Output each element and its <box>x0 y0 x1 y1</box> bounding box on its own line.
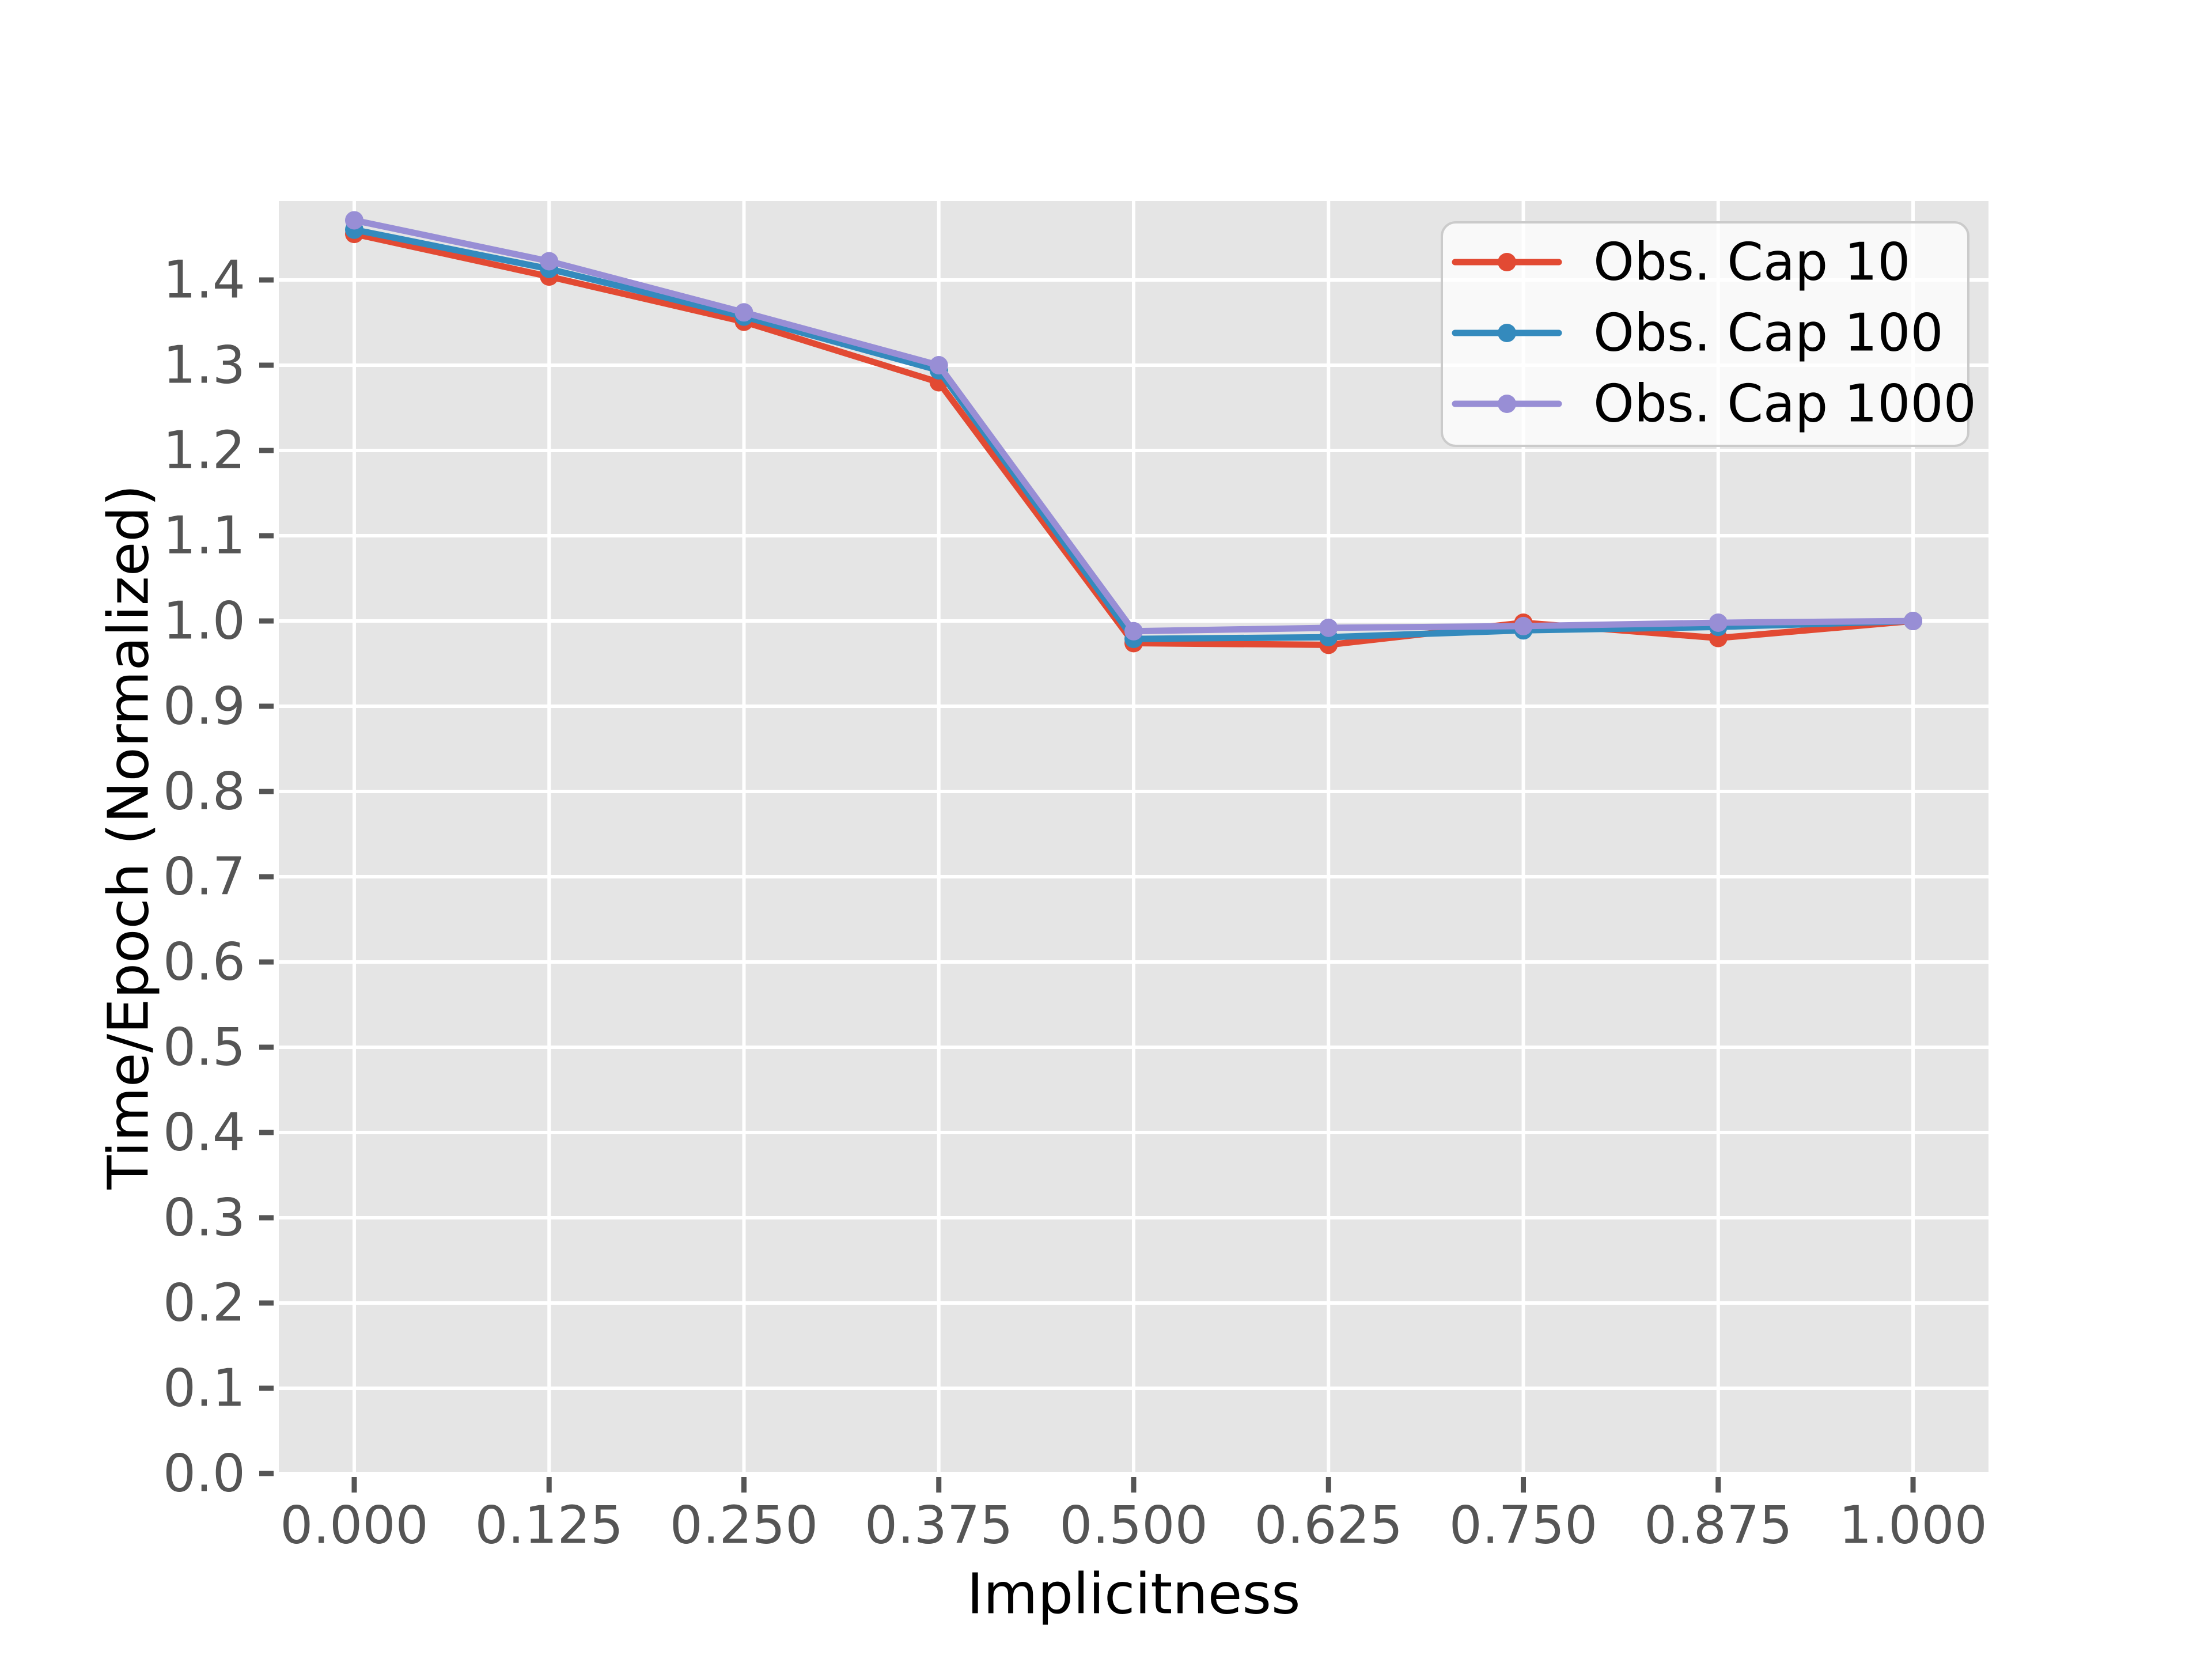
tick-labels: 0.000 0.125 0.250 0.375 0.500 0.625 0.750 0.875… <box>163 250 1987 1556</box>
data-point-marker <box>1514 616 1533 635</box>
x-tick-label: 0.250 <box>670 1495 819 1555</box>
legend-entry: Obs. Cap 1000 <box>1452 374 1976 434</box>
y-tick-label: 0.3 <box>163 1188 245 1248</box>
data-point-marker <box>1319 618 1338 637</box>
y-tick-label: 0.4 <box>163 1103 245 1163</box>
x-tick-label: 0.000 <box>280 1495 429 1555</box>
y-tick-label: 0.8 <box>163 762 245 822</box>
y-tick-label: 0.1 <box>163 1358 245 1419</box>
legend-sample-marker <box>1498 253 1516 271</box>
data-point-marker <box>1124 622 1143 641</box>
legend-label: Obs. Cap 1000 <box>1593 374 1976 434</box>
legend-sample-marker <box>1498 395 1516 413</box>
x-tick-label: 0.500 <box>1059 1495 1208 1555</box>
data-point-marker <box>929 356 948 375</box>
x-tick-label: 0.375 <box>865 1495 1013 1555</box>
y-tick-label: 1.0 <box>163 591 245 652</box>
y-tick-label: 0.5 <box>163 1017 245 1078</box>
legend-entry: Obs. Cap 10 <box>1452 232 1910 293</box>
legend-label: Obs. Cap 10 <box>1593 232 1910 293</box>
y-tick-label: 0.6 <box>163 932 245 993</box>
y-tick-label: 0.9 <box>163 676 245 737</box>
data-point-marker <box>1709 613 1728 632</box>
y-tick-label: 0.0 <box>163 1444 245 1504</box>
y-axis-label: Time/Epoch (Normalized) <box>96 484 161 1190</box>
y-tick-label: 1.1 <box>163 506 245 566</box>
y-tick-label: 1.2 <box>163 421 245 481</box>
x-tick-label: 0.625 <box>1254 1495 1403 1555</box>
x-tick-label: 0.750 <box>1449 1495 1598 1555</box>
legend-sample-marker <box>1498 324 1516 342</box>
legend-label: Obs. Cap 100 <box>1593 303 1944 363</box>
x-axis-label: Implicitness <box>967 1562 1300 1627</box>
legend-box <box>1441 221 1969 447</box>
legend-entry: Obs. Cap 100 <box>1452 303 1944 363</box>
x-tick-label: 0.875 <box>1644 1495 1793 1555</box>
x-tick-label: 1.000 <box>1839 1495 1987 1555</box>
data-series <box>344 211 1923 654</box>
data-point-marker <box>1904 612 1923 631</box>
y-tick-label: 1.3 <box>163 335 245 396</box>
y-tick-label: 1.4 <box>163 250 245 310</box>
y-tick-label: 0.7 <box>163 847 245 907</box>
data-point-marker <box>734 303 753 322</box>
series-obs-cap-1000 <box>344 211 1923 641</box>
axis-ticks <box>259 277 1916 1493</box>
data-point-marker <box>540 252 559 271</box>
data-point-marker <box>344 211 363 230</box>
x-tick-label: 0.125 <box>475 1495 623 1555</box>
y-tick-label: 0.2 <box>163 1273 245 1334</box>
legend: Obs. Cap 10 Obs. Cap 100 Obs. Cap 1000 <box>1441 221 1976 447</box>
